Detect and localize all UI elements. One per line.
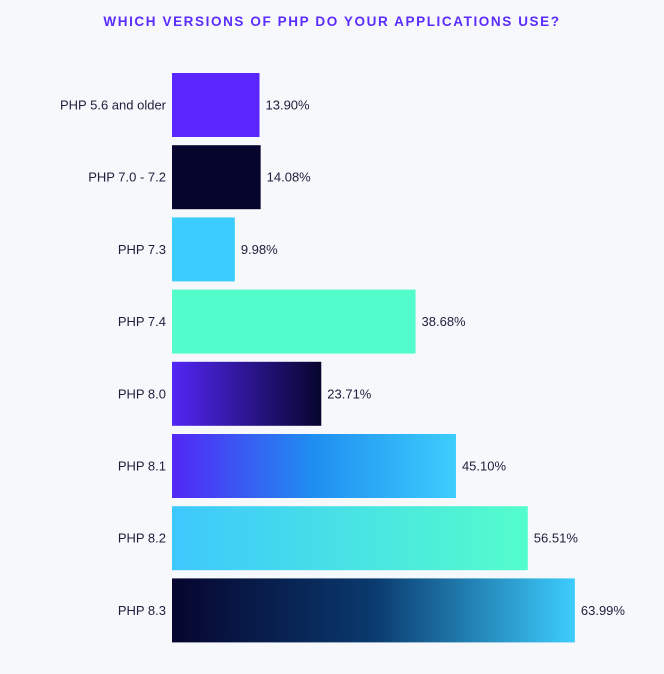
- value-label-php-8-0: 23.71%: [327, 386, 372, 401]
- category-label-php-7-4: PHP 7.4: [118, 314, 166, 329]
- bar-php-7-4: [172, 289, 416, 354]
- value-label-php-7-3: 9.98%: [241, 242, 278, 257]
- category-label-php-5-6-and-older: PHP 5.6 and older: [60, 98, 167, 113]
- value-label-php-7-4: 38.68%: [422, 314, 467, 329]
- bar-php-7-0-7-2: [172, 145, 261, 210]
- category-label-php-7-0-7-2: PHP 7.0 - 7.2: [88, 170, 166, 185]
- category-label-php-7-3: PHP 7.3: [118, 242, 166, 257]
- bar-php-8-1: [172, 434, 456, 498]
- bar-php-5-6-and-older: [172, 73, 260, 137]
- category-label-php-8-1: PHP 8.1: [118, 459, 166, 474]
- value-label-php-8-1: 45.10%: [462, 459, 507, 474]
- category-label-php-8-0: PHP 8.0: [118, 386, 166, 401]
- value-label-php-8-2: 56.51%: [534, 531, 579, 546]
- bar-php-8-2: [172, 506, 528, 571]
- category-label-php-8-2: PHP 8.2: [118, 531, 166, 546]
- category-label-php-8-3: PHP 8.3: [118, 603, 166, 618]
- bar-php-8-3: [172, 578, 575, 643]
- value-label-php-5-6-and-older: 13.90%: [266, 98, 311, 113]
- bar-php-7-3: [172, 217, 235, 282]
- chart-title: WHICH VERSIONS OF PHP DO YOUR APPLICATIO…: [103, 14, 560, 29]
- bars-layer: PHP 5.6 and older 13.90% PHP 7.0 - 7.2 14.0…: [60, 73, 626, 643]
- value-label-php-7-0-7-2: 14.08%: [267, 170, 312, 185]
- bar-php-8-0: [172, 361, 322, 426]
- value-label-php-8-3: 63.99%: [581, 603, 626, 618]
